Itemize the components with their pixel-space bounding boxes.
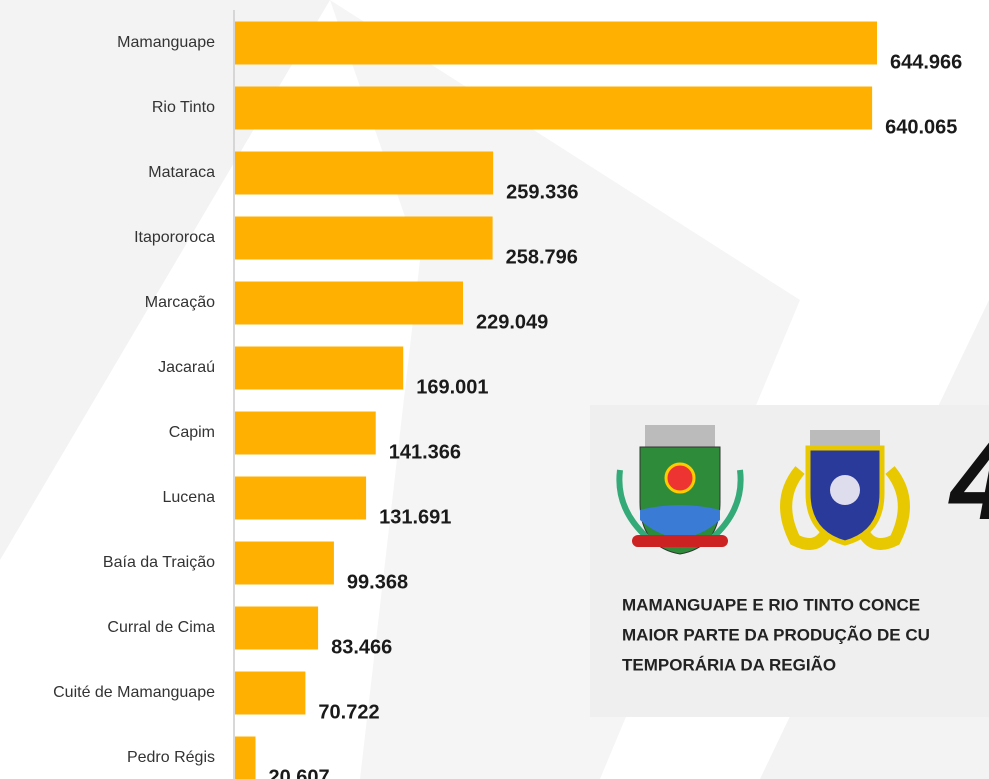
logo-rio-tinto <box>780 430 910 550</box>
category-label: Jacaraú <box>158 359 215 376</box>
logo-mamanguape <box>616 425 744 555</box>
category-label: Mamanguape <box>117 34 215 51</box>
bars: Mamanguape 644.966 Rio Tinto 640.065 Matarac… <box>53 21 962 779</box>
value-label: 70.722 <box>318 701 379 723</box>
bg-shape <box>0 0 330 560</box>
value-label: 131.691 <box>379 506 451 528</box>
info-text: MAMANGUAPE E RIO TINTO CONCE <box>622 595 920 614</box>
value-label: 229.049 <box>476 311 548 333</box>
leaves <box>616 469 744 543</box>
category-label: Lucena <box>163 489 216 506</box>
bar <box>235 541 334 585</box>
category-label: Marcação <box>145 294 215 311</box>
info-text: TEMPORÁRIA DA REGIÃO <box>622 654 836 674</box>
value-label: 169.001 <box>416 376 488 398</box>
bar <box>235 21 877 65</box>
big-number: 4 <box>948 420 989 543</box>
category-label: Baía da Traição <box>103 554 215 571</box>
ribbon <box>632 535 728 547</box>
supporters <box>780 466 910 550</box>
value-label: 259.336 <box>506 181 578 203</box>
value-label: 640.065 <box>885 116 957 138</box>
bar <box>235 281 463 325</box>
bg-shape <box>330 0 800 779</box>
value-label: 258.796 <box>506 246 578 268</box>
category-label: Itapororoca <box>134 229 215 246</box>
crown-icon <box>664 462 696 494</box>
category-label: Pedro Régis <box>127 749 215 766</box>
category-label: Cuité de Mamanguape <box>53 684 215 701</box>
value-label: 141.366 <box>389 441 461 463</box>
value-label: 83.466 <box>331 636 392 658</box>
bar <box>235 606 319 650</box>
bar <box>235 476 367 520</box>
bar <box>235 216 493 260</box>
bar <box>235 671 306 715</box>
crown <box>810 430 880 448</box>
value-label: 20.607 <box>269 766 330 779</box>
emblem <box>830 475 860 505</box>
value-label: 99.368 <box>347 571 408 593</box>
category-label: Rio Tinto <box>152 99 215 116</box>
category-label: Capim <box>169 424 215 441</box>
crown <box>645 425 715 447</box>
bar <box>235 346 404 390</box>
value-label: 644.966 <box>890 51 962 73</box>
waves <box>640 505 720 538</box>
bar <box>235 736 256 779</box>
info-text: MAIOR PARTE DA PRODUÇÃO DE CU <box>622 624 930 644</box>
category-label: Mataraca <box>148 164 215 181</box>
bar <box>235 151 494 195</box>
bar <box>235 411 376 455</box>
bar <box>235 86 873 130</box>
category-label: Curral de Cima <box>107 619 215 636</box>
info-box <box>590 405 989 717</box>
